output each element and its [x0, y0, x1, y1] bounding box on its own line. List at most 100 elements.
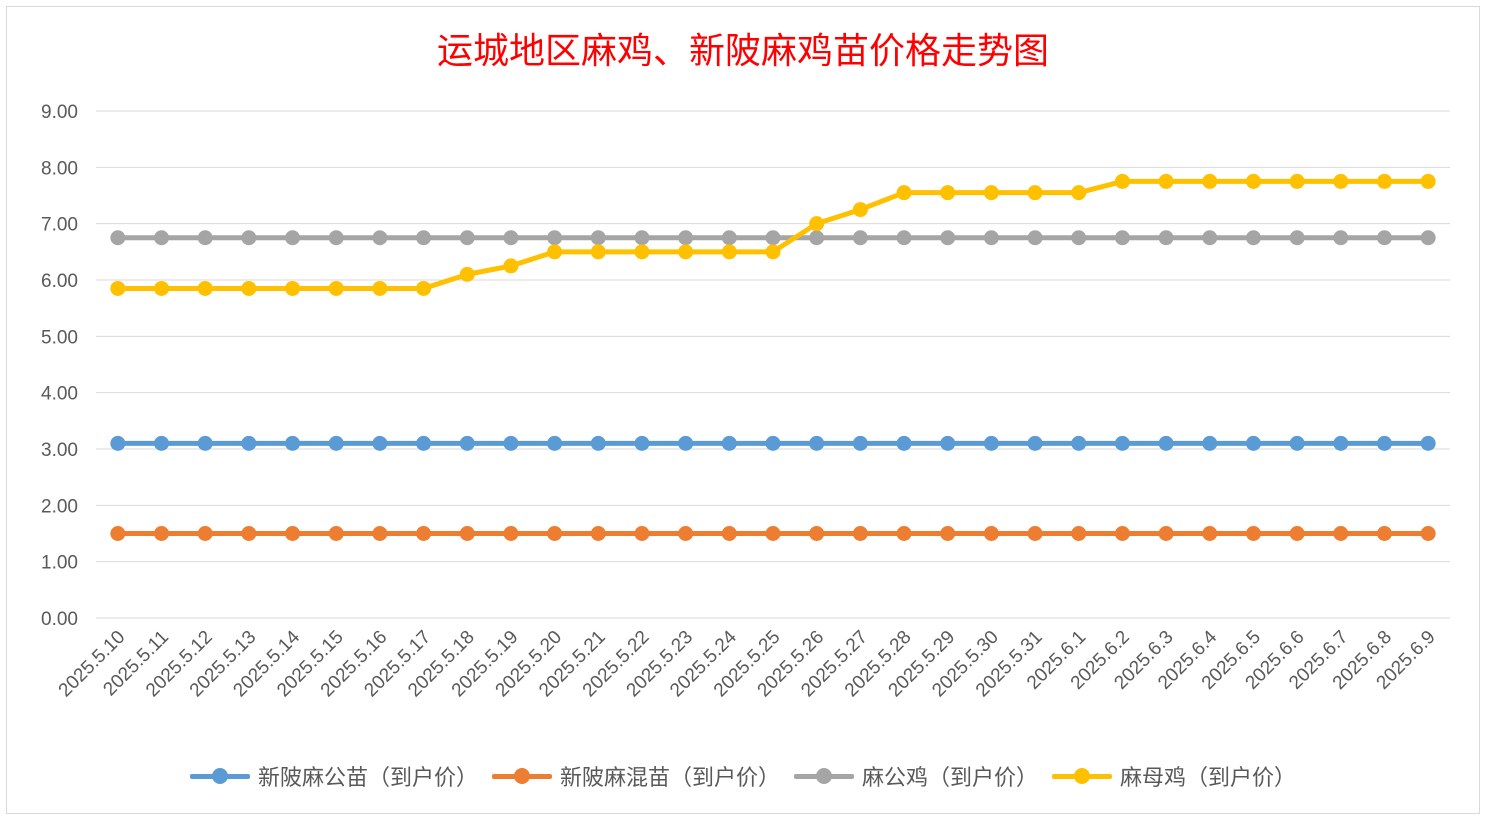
data-point	[328, 526, 344, 541]
data-point	[809, 526, 825, 541]
data-point	[372, 526, 388, 541]
data-point	[1333, 435, 1349, 451]
data-point	[1289, 173, 1305, 189]
data-point	[721, 230, 737, 246]
data-point	[503, 526, 519, 541]
data-point	[1114, 230, 1130, 246]
legend-item: 麻母鸡（到户价）	[1052, 760, 1296, 792]
legend-label: 麻母鸡（到户价）	[1120, 766, 1297, 791]
y-tick-label: 0.00	[41, 609, 78, 630]
data-point	[372, 280, 388, 296]
data-point	[1376, 435, 1392, 451]
data-point	[285, 230, 301, 246]
data-point	[416, 526, 432, 541]
data-point	[940, 230, 956, 246]
legend-item: 麻公鸡（到户价）	[794, 760, 1038, 792]
data-point	[1245, 230, 1261, 246]
data-point	[197, 435, 213, 451]
data-point	[983, 230, 999, 246]
data-point	[721, 244, 737, 260]
legend-swatch	[189, 768, 250, 784]
legend-label: 麻公鸡（到户价）	[862, 766, 1039, 791]
y-tick-label: 7.00	[41, 215, 78, 236]
data-point	[1071, 185, 1087, 201]
data-point	[809, 216, 825, 232]
data-point	[285, 526, 301, 541]
data-point	[328, 280, 344, 296]
data-point	[1289, 435, 1305, 451]
data-point	[503, 230, 519, 246]
legend-swatch	[491, 768, 552, 784]
data-point	[1202, 230, 1218, 246]
data-point	[1245, 526, 1261, 541]
data-point	[154, 526, 170, 541]
y-tick-label: 9.00	[41, 102, 78, 123]
data-point	[634, 230, 650, 246]
data-point	[1202, 435, 1218, 451]
data-point	[1071, 230, 1087, 246]
data-point	[1071, 526, 1087, 541]
legend-item: 新陂麻混苗（到户价）	[491, 760, 780, 792]
data-point	[940, 526, 956, 541]
data-point	[197, 280, 213, 296]
data-point	[940, 185, 956, 201]
data-point	[1376, 173, 1392, 189]
data-point	[1289, 230, 1305, 246]
data-point	[983, 185, 999, 201]
data-point	[1027, 435, 1043, 451]
y-tick-label: 2.00	[41, 496, 78, 517]
data-point	[1420, 435, 1436, 451]
data-point	[1202, 526, 1218, 541]
data-point	[1420, 230, 1436, 246]
y-tick-label: 6.00	[41, 271, 78, 292]
data-point	[852, 202, 868, 218]
data-point	[678, 526, 694, 541]
series-1	[110, 435, 1436, 451]
data-point	[765, 230, 781, 246]
data-point	[110, 526, 126, 541]
data-point	[765, 244, 781, 260]
data-point	[372, 230, 388, 246]
data-point	[678, 435, 694, 451]
data-point	[1158, 526, 1174, 541]
data-point	[1071, 435, 1087, 451]
data-point	[503, 435, 519, 451]
data-point	[678, 244, 694, 260]
data-point	[547, 244, 563, 260]
data-point	[416, 435, 432, 451]
data-point	[1114, 435, 1130, 451]
data-point	[197, 526, 213, 541]
data-point	[852, 526, 868, 541]
data-point	[416, 280, 432, 296]
data-point	[983, 435, 999, 451]
data-point	[547, 526, 563, 541]
data-point	[459, 266, 475, 282]
data-point	[197, 230, 213, 246]
legend-label: 新陂麻公苗（到户价）	[257, 766, 478, 791]
series-4	[110, 173, 1436, 296]
data-point	[241, 435, 257, 451]
data-point	[241, 230, 257, 246]
data-point	[459, 230, 475, 246]
data-point	[940, 435, 956, 451]
data-point	[765, 435, 781, 451]
data-point	[1420, 526, 1436, 541]
data-point	[1333, 173, 1349, 189]
data-point	[678, 230, 694, 246]
data-point	[721, 526, 737, 541]
data-point	[1158, 230, 1174, 246]
chart-legend: 新陂麻公苗（到户价） 新陂麻混苗（到户价） 麻公鸡（到户价） 麻母鸡（到户价）	[0, 760, 1486, 792]
data-point	[852, 435, 868, 451]
data-point	[1376, 230, 1392, 246]
data-point	[154, 280, 170, 296]
data-point	[809, 435, 825, 451]
data-point	[154, 230, 170, 246]
data-point	[1245, 173, 1261, 189]
data-point	[1289, 526, 1305, 541]
data-point	[590, 244, 606, 260]
data-point	[110, 280, 126, 296]
data-point	[1376, 526, 1392, 541]
data-point	[896, 526, 912, 541]
data-point	[809, 230, 825, 246]
